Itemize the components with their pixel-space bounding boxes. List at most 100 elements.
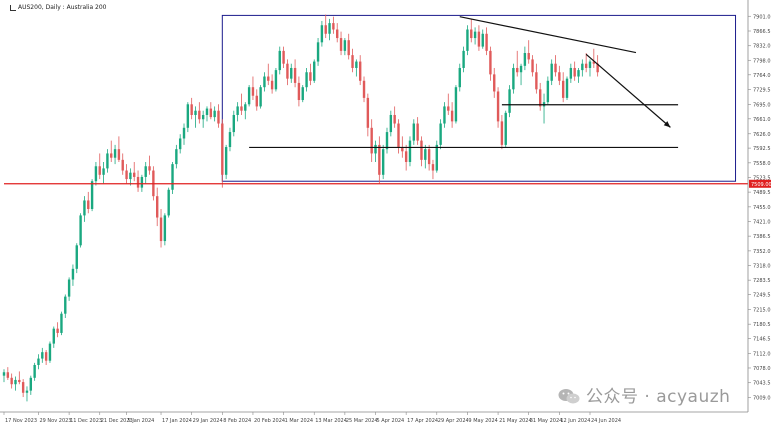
candle-body <box>79 215 82 246</box>
candle-body <box>535 72 538 90</box>
candle-body <box>190 104 193 115</box>
candle-body <box>60 313 63 333</box>
candle-body <box>232 114 235 133</box>
candle-body <box>186 104 190 128</box>
candle-body <box>44 352 48 361</box>
candle-body <box>102 168 105 175</box>
price-tick-label: 7043.5 <box>753 381 771 387</box>
candle-body <box>140 176 144 188</box>
candle-body <box>205 108 209 115</box>
candle-body <box>175 149 178 165</box>
candle-body <box>378 144 381 175</box>
candle-body <box>362 80 366 98</box>
time-tick-label: 5 Jan 2024 <box>128 418 155 424</box>
candle-body <box>462 50 465 68</box>
candle-body <box>581 63 584 71</box>
price-tick-label: 7798.0 <box>753 58 771 64</box>
candle-body <box>182 127 186 139</box>
candle-body <box>64 296 67 314</box>
candle-body <box>171 164 174 190</box>
time-tick-label: 13 Mar 2024 <box>315 418 347 424</box>
candle-body <box>496 91 500 122</box>
price-tick-label: 7489.5 <box>753 190 771 196</box>
range-box <box>221 14 737 182</box>
candle-body <box>412 123 416 141</box>
candle-body <box>236 106 239 115</box>
candle-body <box>48 343 52 361</box>
price-tick-label: 7558.0 <box>753 161 771 167</box>
candle-body <box>385 132 389 150</box>
price-tick-label: 7764.0 <box>753 73 771 79</box>
candle-body <box>178 138 182 150</box>
candle-body <box>531 59 534 73</box>
candle-body <box>29 377 33 391</box>
candle-body <box>324 25 327 34</box>
candle-body <box>259 87 262 107</box>
projection-arrow <box>585 53 671 128</box>
chart-menu-icon[interactable] <box>10 4 16 11</box>
price-tick-label: 7078.0 <box>753 366 771 372</box>
candle-body <box>98 166 101 175</box>
candle-body <box>18 379 21 383</box>
price-tick-label: 7249.5 <box>753 293 771 299</box>
price-tick-label: 7626.0 <box>753 132 771 138</box>
candle-body <box>470 29 473 39</box>
candle-body <box>328 23 331 34</box>
candle-body <box>401 147 404 152</box>
candle-body <box>458 67 461 88</box>
time-tick-label: 12 Jun 2024 <box>560 418 590 424</box>
time-tick-label: 8 Feb 2024 <box>223 418 251 424</box>
time-tick-label: 29 Nov 2023 <box>39 418 71 424</box>
descending-trendline <box>459 16 637 54</box>
candle-body <box>267 76 270 81</box>
candle-body <box>217 110 220 124</box>
candle-body <box>573 67 576 77</box>
candle-body <box>67 279 71 297</box>
wechat-icon <box>558 389 580 404</box>
candle-body <box>320 25 324 43</box>
candle-body <box>247 87 251 105</box>
time-tick-label: 5 Apr 2024 <box>377 418 405 424</box>
candle-body <box>121 159 124 171</box>
candle-body <box>159 217 163 242</box>
candle-body <box>244 104 247 111</box>
candle-body <box>52 328 55 344</box>
candle-body <box>408 140 412 162</box>
candle-body <box>290 67 293 79</box>
candle-body <box>117 149 121 160</box>
candle-body <box>443 106 446 124</box>
time-tick-label: 9 May 2024 <box>468 418 497 424</box>
candle-body <box>297 82 301 101</box>
candle-body <box>255 95 258 107</box>
candle-body <box>6 372 10 378</box>
candle-body <box>221 123 224 175</box>
candle-body <box>305 72 308 88</box>
candle-body <box>584 63 588 68</box>
candle-body <box>481 33 484 47</box>
candle-body <box>489 50 492 75</box>
current-price-label: 7509.00 <box>751 182 772 188</box>
time-tick-label: 17 Apr 2024 <box>407 418 438 424</box>
candle-body <box>167 189 170 216</box>
candle-body <box>588 61 592 68</box>
candle-body <box>431 164 435 171</box>
candle-body <box>450 110 454 122</box>
time-tick-label: 25 Mar 2024 <box>346 418 378 424</box>
candle-body <box>561 80 565 98</box>
candle-body <box>424 149 427 160</box>
candle-body <box>2 372 6 376</box>
candle-body <box>477 31 481 47</box>
candle-body <box>389 114 393 133</box>
candle-body <box>508 89 511 113</box>
candle-body <box>519 65 523 73</box>
time-tick-label: 17 Nov 2023 <box>5 418 37 424</box>
candle-body <box>512 67 515 90</box>
candle-body <box>577 70 580 77</box>
candle-body <box>500 121 504 145</box>
candle-body <box>485 33 488 51</box>
price-tick-label: 7215.0 <box>753 307 771 313</box>
candle-body <box>427 149 431 165</box>
candle-body <box>374 144 377 154</box>
